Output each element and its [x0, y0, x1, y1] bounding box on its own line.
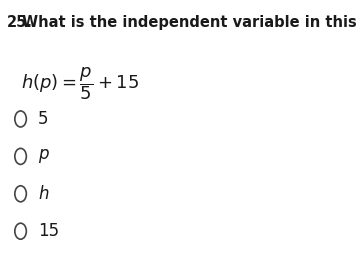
Text: What is the independent variable in this function?: What is the independent variable in this… — [22, 15, 362, 30]
Text: 25.: 25. — [7, 15, 33, 30]
Text: $p$: $p$ — [38, 147, 50, 166]
Text: 15: 15 — [38, 222, 59, 240]
Text: 5: 5 — [38, 110, 49, 128]
Text: $h(p) = \dfrac{p}{5} + 15$: $h(p) = \dfrac{p}{5} + 15$ — [21, 66, 139, 102]
Text: $h$: $h$ — [38, 185, 49, 203]
